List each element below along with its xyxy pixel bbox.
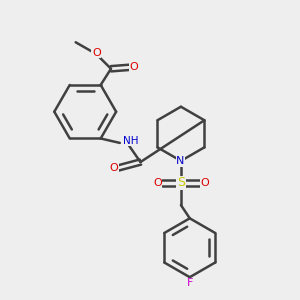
Text: F: F [187, 278, 193, 288]
Text: O: O [153, 178, 162, 188]
Text: N: N [176, 157, 184, 166]
Text: NH: NH [123, 136, 139, 146]
Text: O: O [110, 163, 118, 173]
Text: O: O [200, 178, 209, 188]
Text: S: S [177, 176, 185, 190]
Text: O: O [92, 48, 100, 58]
Text: O: O [129, 62, 138, 72]
